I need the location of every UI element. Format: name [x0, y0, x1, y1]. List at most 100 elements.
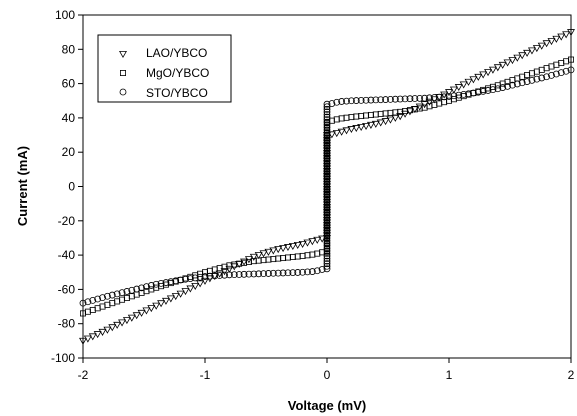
data-point-sto [162, 279, 170, 286]
data-point-sto [265, 270, 272, 277]
data-point-sto [465, 90, 472, 98]
data-point-sto [308, 268, 316, 275]
data-point-lao [454, 84, 463, 92]
data-point-lao [313, 236, 322, 244]
data-point-lao [537, 42, 546, 50]
data-point-lao [371, 120, 380, 128]
data-point-sto [509, 81, 516, 89]
data-point-lao [415, 103, 424, 111]
x-tick-label: -2 [78, 368, 89, 382]
data-point-lao [420, 101, 429, 109]
y-tick-label: -100 [51, 351, 75, 365]
data-point-sto [323, 175, 331, 183]
data-point-sto [513, 80, 521, 88]
data-point-sto [377, 96, 385, 104]
data-point-sto [230, 271, 238, 279]
data-point-sto [138, 284, 145, 292]
data-point-sto [323, 190, 331, 198]
data-point-sto [104, 292, 111, 300]
data-point-sto [338, 98, 346, 105]
data-point-sto [323, 265, 331, 273]
x-tick-label: 1 [446, 368, 453, 382]
legend-label-mgo: MgO/YBCO [146, 66, 209, 80]
data-point-sto [323, 170, 331, 178]
data-point-sto [518, 79, 526, 87]
tick-labels: -2 -1 0 1 2 -100 -80 -60 -40 -20 0 20 40 60 80 100 [51, 8, 575, 382]
data-point-lao [459, 81, 468, 89]
data-point-lao [103, 326, 112, 334]
data-point-sto [323, 136, 331, 144]
data-point-sto [323, 167, 331, 175]
data-point-sto [128, 286, 136, 294]
data-point-sto [323, 203, 331, 211]
data-point-lao [132, 312, 141, 320]
y-tick-label: 0 [68, 180, 75, 194]
data-point-sto [430, 94, 438, 101]
data-point-sto [323, 183, 331, 190]
data-point-sto [323, 149, 331, 157]
data-point-lao [288, 243, 297, 251]
data-point-sto [323, 111, 331, 118]
data-point-lao [279, 245, 288, 253]
data-point-lao [142, 307, 151, 315]
data-point-lao [157, 300, 166, 308]
data-point-sto [411, 95, 419, 102]
data-point-sto [211, 272, 219, 280]
data-point-sto [289, 269, 297, 276]
data-point-sto [294, 269, 302, 276]
data-point-lao [147, 305, 156, 313]
data-point-sto [269, 269, 277, 277]
data-point-sto [323, 180, 331, 188]
data-point-sto [455, 91, 463, 99]
data-point-sto [323, 257, 331, 265]
data-point-sto [362, 96, 370, 104]
data-point-sto [323, 105, 331, 113]
data-point-lao [122, 317, 131, 325]
data-point-sto [279, 269, 287, 277]
data-point-sto [323, 249, 331, 257]
data-point-sto [489, 86, 497, 94]
data-point-lao [474, 73, 483, 81]
data-point-sto [548, 71, 555, 79]
data-point-lao [347, 126, 356, 134]
data-point-lao [445, 89, 453, 97]
data-point-sto [323, 260, 331, 268]
data-point-sto [323, 213, 331, 221]
data-point-sto [318, 266, 326, 273]
data-point-lao [362, 122, 371, 130]
data-point-lao [376, 119, 385, 127]
data-point-sto [323, 116, 331, 124]
data-point-sto [323, 172, 331, 180]
data-point-sto [260, 270, 267, 278]
data-point-sto [416, 94, 424, 102]
y-tick-label: 60 [62, 77, 76, 91]
data-point-lao [152, 302, 161, 310]
data-point-sto [323, 159, 331, 167]
data-point-lao [98, 328, 107, 336]
data-point-sto [323, 231, 331, 239]
data-point-sto [328, 100, 336, 107]
data-point-sto [323, 255, 331, 262]
data-point-sto [323, 188, 331, 196]
data-point-sto [528, 76, 536, 84]
data-point-sto [255, 270, 263, 278]
data-point-sto [372, 96, 380, 104]
data-point-sto [557, 69, 565, 77]
data-point-sto [250, 270, 258, 278]
data-point-sto [147, 282, 155, 289]
data-point-sto [391, 95, 399, 103]
data-point-sto [323, 139, 331, 147]
data-point-sto [357, 97, 365, 104]
data-point-lao [230, 263, 239, 271]
data-point-lao [298, 240, 307, 248]
data-point-sto [323, 206, 331, 214]
data-point-sto [323, 123, 331, 131]
data-point-sto [323, 100, 331, 108]
data-point-sto [323, 252, 331, 260]
x-tick-label: 2 [568, 368, 575, 382]
y-tick-label: 20 [62, 145, 76, 159]
data-point-sto [323, 237, 331, 244]
data-point-sto [167, 278, 175, 286]
data-point-sto [352, 97, 360, 104]
x-tick-label: -1 [200, 368, 211, 382]
